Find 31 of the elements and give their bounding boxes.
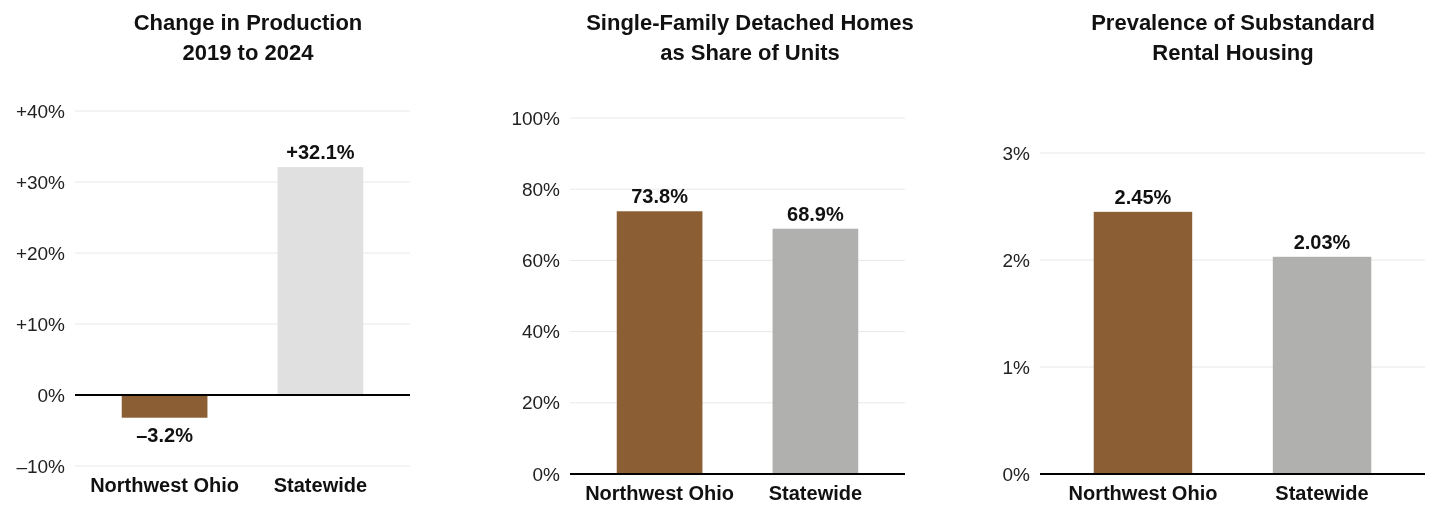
y-tick-label: 40% (521, 321, 561, 343)
data-label: 2.45% (1114, 185, 1172, 208)
data-label: –3.2% (136, 423, 194, 446)
y-tick-label: 0% (532, 463, 561, 485)
y-tick-label: +30% (15, 171, 66, 193)
y-tick-label: –10% (16, 455, 66, 477)
x-tick-label: Northwest Ohio (90, 474, 240, 496)
chart-title: Single-Family Detached Homes as Share of Units (586, 10, 914, 65)
y-tick-label: 60% (521, 250, 561, 272)
y-tick-label: 0% (1002, 463, 1031, 485)
data-label: 73.8% (631, 185, 689, 208)
y-tick-label: 0% (37, 384, 66, 406)
chart-title: Change in Production 2019 to 2024 (133, 10, 363, 65)
x-tick-label: Statewide (273, 474, 368, 496)
y-tick-label: 1% (1002, 356, 1031, 378)
y-tick-label: +10% (15, 313, 66, 335)
y-tick-label: 3% (1002, 142, 1031, 164)
x-tick-label: Statewide (768, 482, 863, 504)
data-label: +32.1% (286, 141, 355, 164)
x-tick-label: Northwest Ohio (1068, 482, 1218, 504)
x-tick-label: Northwest Ohio (585, 482, 735, 504)
y-tick-label: 100% (511, 107, 561, 129)
chart-title: Prevalence of Substandard Rental Housing (1091, 10, 1375, 65)
data-label: 2.03% (1293, 230, 1351, 253)
data-label: 68.9% (787, 202, 844, 225)
y-tick-label: 2% (1002, 249, 1031, 271)
y-tick-label: +20% (15, 242, 66, 264)
y-tick-label: 20% (521, 392, 561, 414)
x-tick-label: Statewide (1275, 482, 1369, 504)
y-tick-label: 80% (521, 178, 561, 200)
y-tick-label: +40% (15, 100, 66, 122)
